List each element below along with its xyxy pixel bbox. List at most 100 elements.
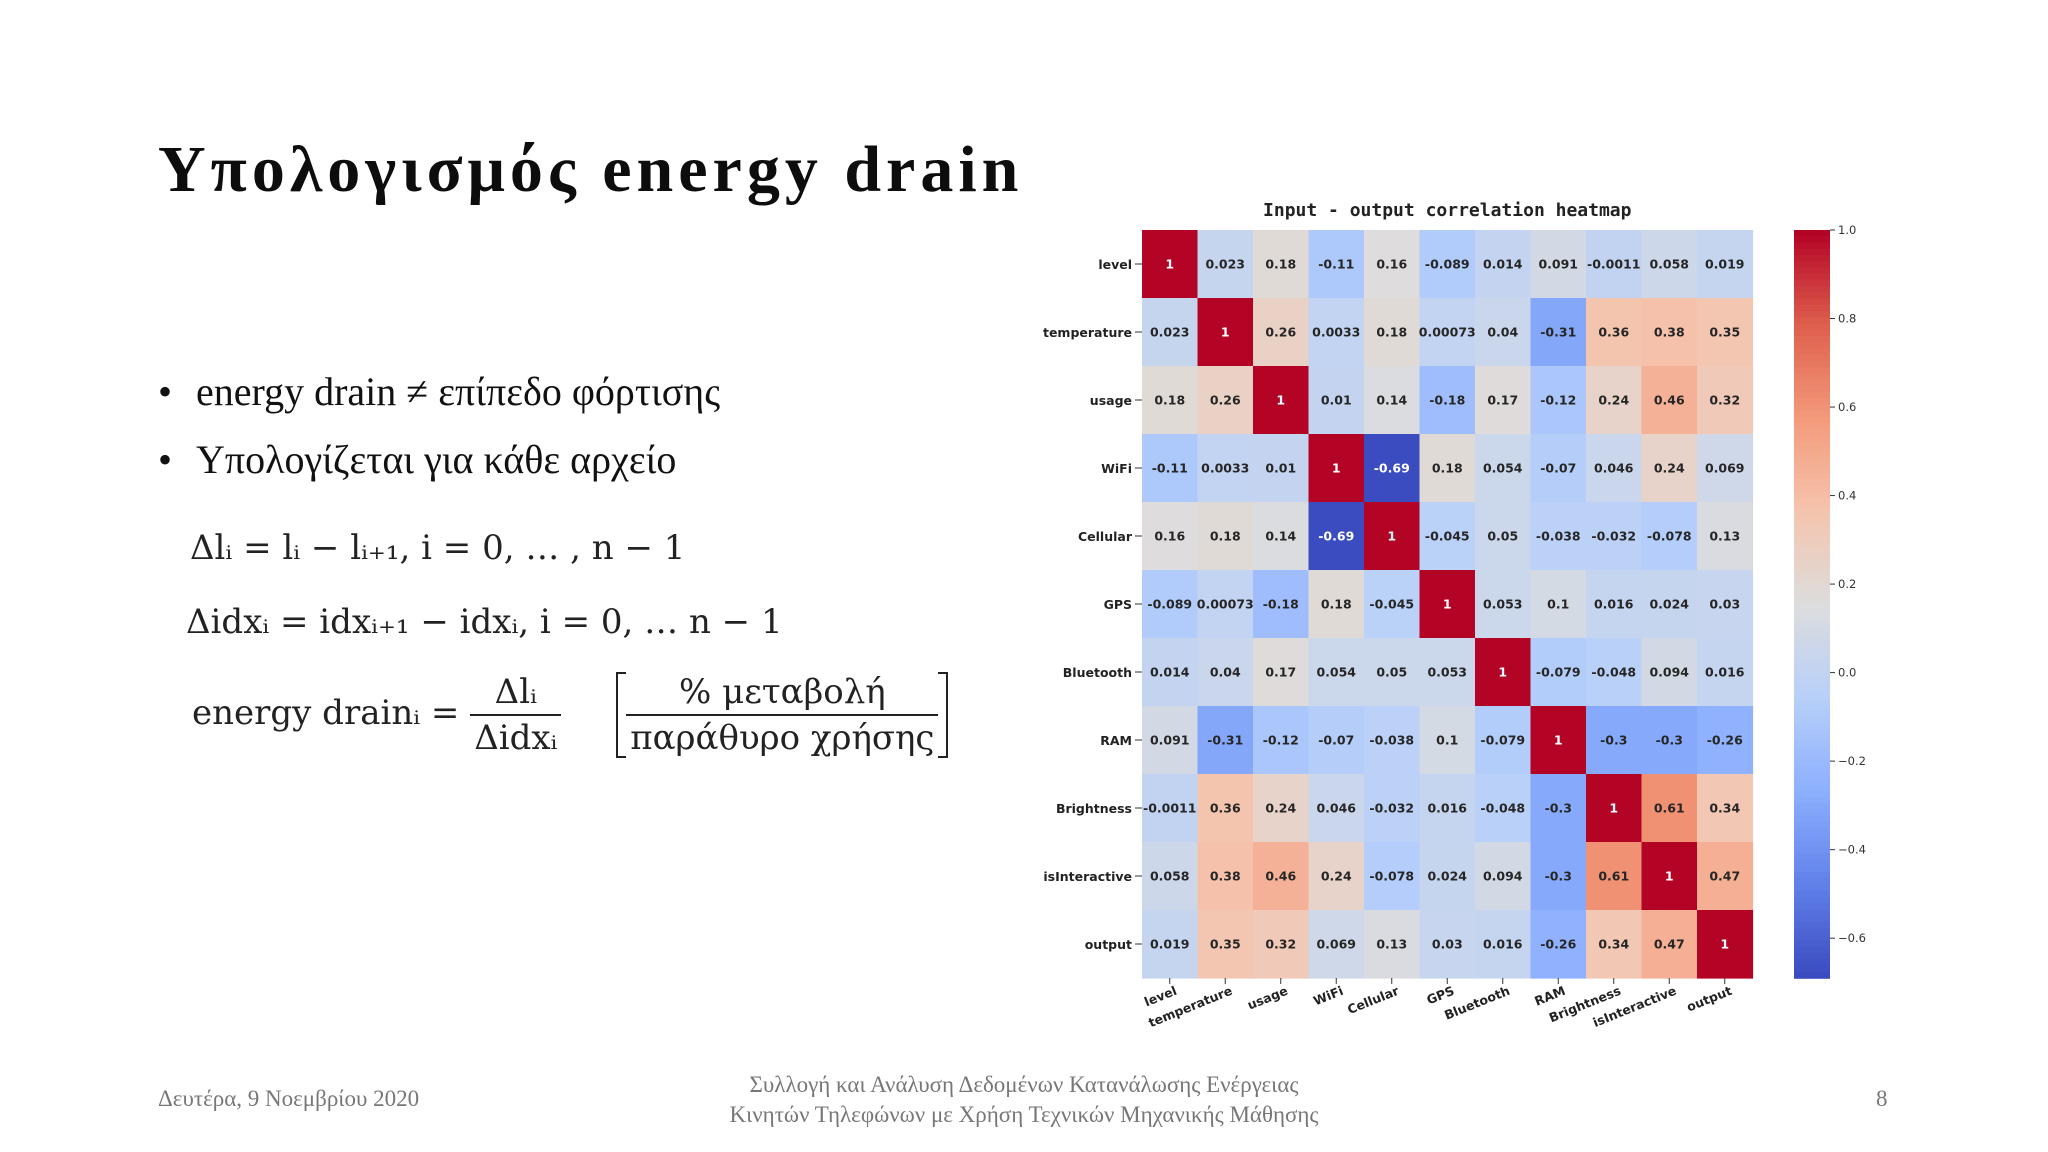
colorbar-segment: [1794, 560, 1830, 568]
colorbar-segment: [1794, 622, 1830, 630]
colorbar-segment: [1794, 435, 1830, 443]
colorbar-segment: [1794, 660, 1830, 668]
cell-annotation: 0.24: [1598, 393, 1629, 408]
colorbar-segment: [1794, 404, 1830, 412]
heatmap-cell: [1197, 570, 1254, 639]
heatmap-cell: [1253, 842, 1310, 911]
colorbar-segment: [1794, 834, 1830, 842]
colorbar-tick-label: −0.6: [1838, 931, 1866, 945]
heatmap-cell: [1308, 298, 1365, 367]
colorbar-segment: [1794, 971, 1830, 979]
heatmap-cell: [1641, 638, 1698, 707]
cell-annotation: 0.024: [1427, 869, 1467, 884]
colorbar-segment: [1794, 828, 1830, 836]
fraction-denominator: Δidxᵢ: [470, 714, 562, 758]
colorbar-segment: [1794, 809, 1830, 817]
heatmap-cell: [1475, 366, 1532, 435]
cell-annotation: 0.05: [1487, 529, 1518, 544]
heatmap-cell: [1586, 502, 1643, 571]
correlation-heatmap: Input - output correlation heatmap 1 0.023…: [1043, 200, 1866, 1030]
slide-title: Υπολογισμός energy drain: [158, 133, 1024, 206]
colorbar-segment: [1794, 872, 1830, 880]
colorbar-segment: [1794, 479, 1830, 487]
cell-annotation: -0.045: [1425, 529, 1470, 544]
colorbar-segment: [1794, 896, 1830, 904]
cell-annotation: 0.17: [1265, 665, 1296, 680]
fraction-numerator: Δlᵢ: [494, 672, 537, 712]
heatmap-cell: [1419, 910, 1476, 979]
colorbar-segment: [1794, 685, 1830, 693]
heatmap-cell: [1142, 910, 1199, 979]
colorbar-segment: [1794, 498, 1830, 506]
colorbar-segment: [1794, 747, 1830, 755]
colorbar-segment: [1794, 566, 1830, 574]
cell-annotation: 0.014: [1150, 665, 1190, 680]
heatmap-cell: [1475, 910, 1532, 979]
heatmap-cell: [1530, 230, 1587, 299]
cell-annotation: 0.18: [1321, 597, 1352, 612]
colorbar-segment: [1794, 385, 1830, 393]
bullet-marker: •: [158, 437, 173, 482]
colorbar-segment: [1794, 267, 1830, 275]
colorbar-segment: [1794, 460, 1830, 468]
y-tick-label: RAM: [1100, 733, 1132, 748]
heatmap-cell: [1253, 434, 1310, 503]
colorbar-segment: [1794, 466, 1830, 474]
heatmap-cell: [1308, 910, 1365, 979]
cell-annotation: 0.0033: [1201, 461, 1249, 476]
colorbar-segment: [1794, 323, 1830, 331]
colorbar-segment: [1794, 286, 1830, 294]
heatmap-cell: [1530, 298, 1587, 367]
heatmap-cell: [1530, 706, 1587, 775]
cell-annotation: 0.019: [1150, 937, 1190, 952]
cell-annotation: 0.18: [1210, 529, 1241, 544]
heatmap-cell: [1197, 298, 1254, 367]
cell-annotation: 0.019: [1705, 257, 1745, 272]
colorbar-segment: [1794, 429, 1830, 437]
heatmap-cell: [1697, 774, 1754, 843]
cell-annotation: 0.014: [1483, 257, 1523, 272]
cell-annotation: 0.24: [1265, 801, 1296, 816]
colorbar-segment: [1794, 878, 1830, 886]
cell-annotation: 1: [1554, 733, 1563, 748]
heatmap-cell: [1253, 910, 1310, 979]
heatmap-cell: [1641, 502, 1698, 571]
cell-annotation: 0.16: [1376, 257, 1407, 272]
heatmap-cell: [1641, 910, 1698, 979]
heatmap-cell: [1419, 366, 1476, 435]
colorbar-segment: [1794, 803, 1830, 811]
heatmap-cell: [1641, 706, 1698, 775]
heatmap-cell: [1419, 842, 1476, 911]
heatmap-cell: [1142, 570, 1199, 639]
chart-title: Input - output correlation heatmap: [1263, 200, 1632, 221]
cell-annotation: -0.3: [1600, 733, 1627, 748]
colorbar-segment: [1794, 716, 1830, 724]
colorbar-tick-label: 0.8: [1838, 312, 1856, 326]
colorbar-segment: [1794, 491, 1830, 499]
heatmap-cell: [1142, 638, 1199, 707]
heatmap-cell: [1253, 366, 1310, 435]
colorbar-segment: [1794, 766, 1830, 774]
colorbar-segment: [1794, 822, 1830, 830]
heatmap-cell: [1308, 570, 1365, 639]
cell-annotation: 1: [1276, 393, 1285, 408]
heatmap-cell: [1308, 230, 1365, 299]
colorbar-segment: [1794, 360, 1830, 368]
colorbar-segment: [1794, 903, 1830, 911]
formula-delta-index: Δidxᵢ = idxᵢ₊₁ − idxᵢ, i = 0, … n − 1: [186, 602, 783, 642]
heatmap-cell: [1197, 910, 1254, 979]
cell-annotation: -0.038: [1536, 529, 1581, 544]
colorbar-segment: [1794, 516, 1830, 524]
colorbar-segment: [1794, 753, 1830, 761]
cell-annotation: -0.69: [1318, 529, 1354, 544]
heatmap-cell: [1308, 366, 1365, 435]
cell-annotation: 0.36: [1598, 325, 1629, 340]
cell-annotation: -0.11: [1318, 257, 1354, 272]
heatmap-cell: [1142, 298, 1199, 367]
colorbar-segment: [1794, 741, 1830, 749]
colorbar-segment: [1794, 392, 1830, 400]
cell-annotation: 0.058: [1649, 257, 1689, 272]
heatmap-cell: [1197, 638, 1254, 707]
heatmap-cell: [1475, 502, 1532, 571]
colorbar-segment: [1794, 778, 1830, 786]
